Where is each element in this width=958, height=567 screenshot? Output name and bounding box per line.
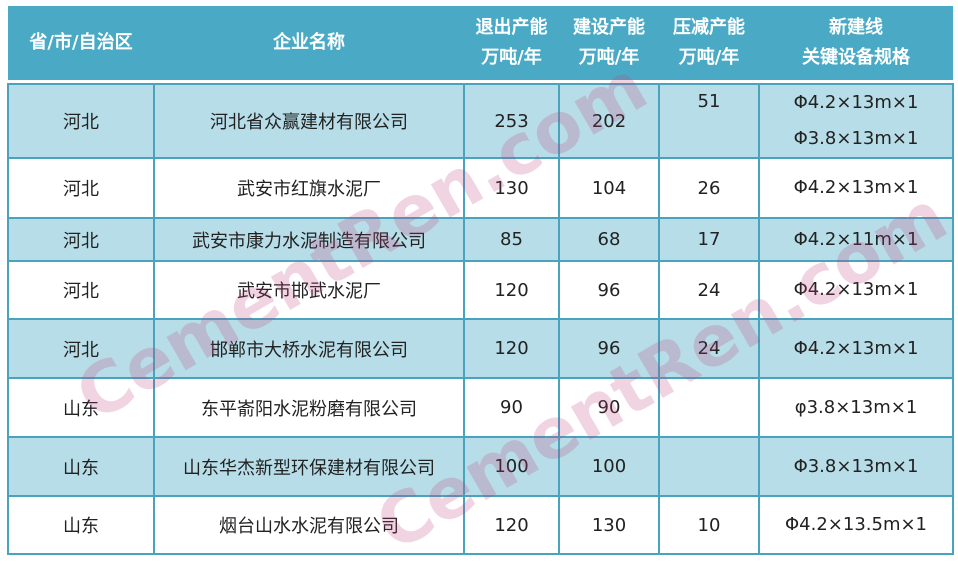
cell-company: 东平嵛阳水泥粉磨有限公司 [153,377,465,438]
header-unit: 万吨/年 [678,47,740,68]
cell-build: 104 [558,157,660,219]
cell-build: 96 [558,260,660,320]
cell-reduce: 17 [658,217,760,262]
column-header: 新建线 关键设备规格 [759,6,953,80]
header-line: 企业名称 [273,32,345,53]
cell-company: 武安市红旗水泥厂 [153,157,465,219]
cell-reduce: 24 [658,318,760,379]
column-header: 省/市/自治区 [8,6,154,80]
cell-company: 邯郸市大桥水泥有限公司 [153,318,465,379]
cell-build: 68 [558,217,660,262]
cell-exit: 100 [463,436,560,497]
spec-line: φ3.8×13m×1 [794,396,918,418]
cell-company: 山东华杰新型环保建材有限公司 [153,436,465,497]
cell-reduce: 26 [658,157,760,219]
cell-spec: Φ4.2×13m×1 Φ3.8×13m×1 [758,83,954,159]
spec-line: Φ4.2×13m×1 [793,279,919,300]
table-row: 山东 东平嵛阳水泥粉磨有限公司 90 90 φ3.8×13m×1 [7,377,954,438]
table-row: 河北 武安市康力水泥制造有限公司 85 68 17 Φ4.2×11m×1 [7,217,954,262]
header-line: 建设产能 [573,17,645,38]
cell-exit: 120 [463,495,560,555]
table-row: 山东 烟台山水水泥有限公司 120 130 10 Φ4.2×13.5m×1 [7,495,954,555]
spec-line: Φ4.2×13m×1 [793,92,919,113]
header-line: 省/市/自治区 [29,32,133,53]
cell-province: 河北 [7,318,155,379]
table-row: 山东 山东华杰新型环保建材有限公司 100 100 Φ3.8×13m×1 [7,436,954,497]
header-line: 新建线 [829,17,883,38]
spec-line: Φ3.8×13m×1 [793,455,919,477]
header-line: 退出产能 [475,17,548,38]
table-row: 河北 邯郸市大桥水泥有限公司 120 96 24 Φ4.2×13m×1 [7,318,954,379]
cell-build: 96 [558,318,660,379]
cell-build: 130 [558,495,660,555]
table-row: 河北 河北省众赢建材有限公司 253 202 51 Φ4.2×13m×1 Φ3.8×13m×… [7,83,954,159]
cell-exit: 253 [463,83,560,159]
cell-company: 河北省众赢建材有限公司 [153,83,465,159]
cell-province: 河北 [7,157,155,219]
header-unit: 关键设备规格 [802,47,910,68]
cell-province: 山东 [7,495,155,555]
cell-spec: Φ4.2×13m×1 [758,318,954,379]
header-row: 省/市/自治区 企业名称 退出产能 万吨/年 建设产能 万吨/年 压减产能 万吨/年 新建线 关键… [8,6,953,80]
header-line: 压减产能 [673,17,745,38]
cell-company: 武安市康力水泥制造有限公司 [153,217,465,262]
cell-spec: Φ4.2×13m×1 [758,157,954,219]
spec-line: Φ4.2×13m×1 [793,177,919,198]
cell-reduce [658,436,760,497]
cell-exit: 120 [463,260,560,320]
table-row: 河北 武安市邯武水泥厂 120 96 24 Φ4.2×13m×1 [7,260,954,320]
column-header: 压减产能万吨/年 [659,6,759,80]
capacity-replacement-table: 省/市/自治区 企业名称 退出产能 万吨/年 建设产能 万吨/年 压减产能 万吨/年 新建线 关键… [7,6,954,555]
cell-reduce: 10 [658,495,760,555]
cell-province: 河北 [7,260,155,320]
cell-exit: 90 [463,377,560,438]
spec-line: Φ4.2×11m×1 [793,228,919,250]
cell-province: 河北 [7,83,155,159]
cell-company: 武安市邯武水泥厂 [153,260,465,320]
cell-province: 河北 [7,217,155,262]
cell-reduce [658,377,760,438]
cell-spec: Φ4.2×11m×1 [758,217,954,262]
cell-spec: φ3.8×13m×1 [758,377,954,438]
cell-exit: 120 [463,318,560,379]
cell-reduce: 24 [658,260,760,320]
cell-spec: Φ3.8×13m×1 [758,436,954,497]
header-unit: 万吨/年 [481,47,542,68]
cell-spec: Φ4.2×13.5m×1 [758,495,954,555]
cell-build: 90 [558,377,660,438]
cell-spec: Φ4.2×13m×1 [758,260,954,320]
cell-exit: 130 [463,157,560,219]
cell-company: 烟台山水水泥有限公司 [153,495,465,555]
cell-build: 100 [558,436,660,497]
cell-build: 202 [558,83,660,159]
cell-province: 山东 [7,377,155,438]
column-header: 建设产能万吨/年 [559,6,659,80]
cell-province: 山东 [7,436,155,497]
spec-line: Φ4.2×13m×1 [793,337,919,359]
spec-line: Φ3.8×13m×1 [793,128,919,149]
column-header: 企业名称 [154,6,464,80]
cell-reduce: 51 [658,83,760,159]
header-unit: 万吨/年 [578,47,640,68]
cell-exit: 85 [463,217,560,262]
column-header: 退出产能万吨/年 [464,6,559,80]
table-row: 河北 武安市红旗水泥厂 130 104 26 Φ4.2×13m×1 [7,157,954,219]
spec-line: Φ4.2×13.5m×1 [784,514,928,535]
